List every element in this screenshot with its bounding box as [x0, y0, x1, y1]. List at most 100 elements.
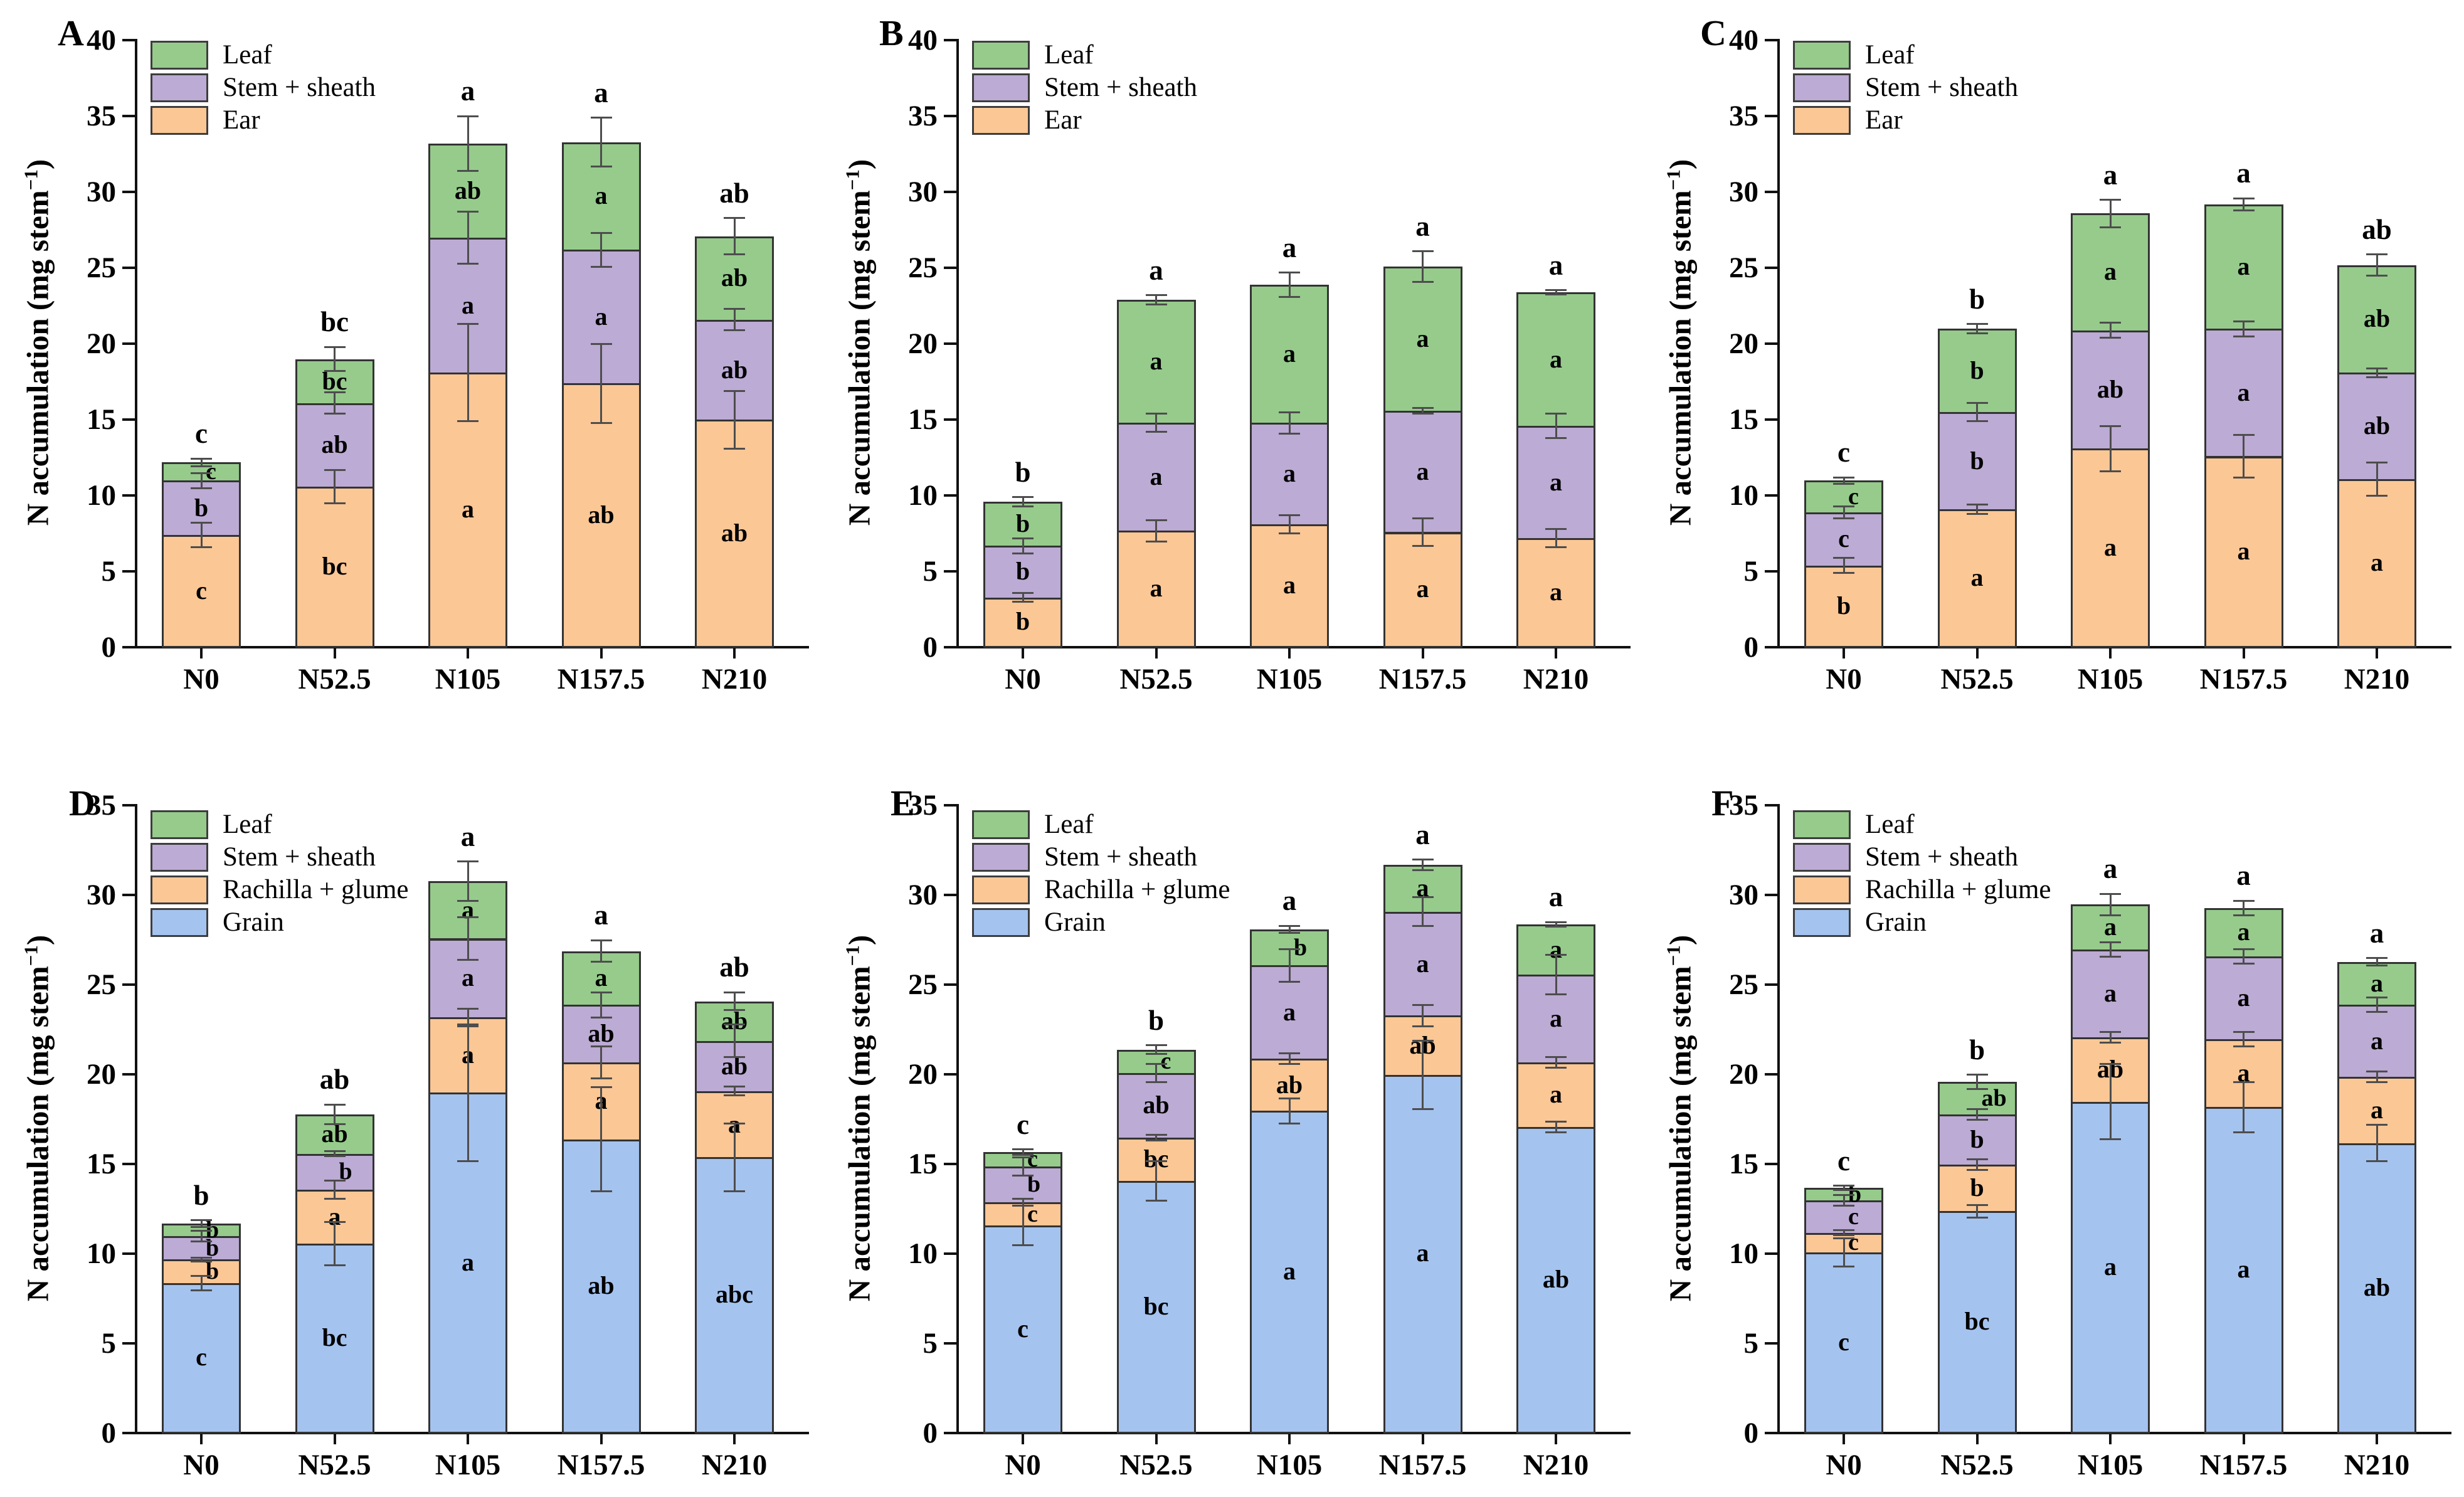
error-bar-cap [590, 961, 612, 963]
error-bar-line [200, 1257, 203, 1262]
error-bar-line [600, 1087, 602, 1192]
sig-letter-segment: a [1150, 347, 1163, 376]
sig-letter-segment: a [462, 1247, 474, 1276]
error-bar-cap [1833, 1185, 1854, 1187]
error-bar-cap [1412, 859, 1434, 861]
y-tick-label: 0 [1743, 631, 1759, 664]
legend-label-grain: Grain [1865, 907, 1927, 937]
error-bar-cap [724, 991, 745, 993]
y-tick-label: 25 [908, 968, 938, 1001]
error-bar-cap [2100, 955, 2121, 958]
error-bar-cap [324, 1264, 346, 1266]
sig-letter-segment: a [2371, 1026, 2383, 1055]
sig-letter-segment: a [2237, 1255, 2250, 1284]
error-bar-line [1976, 1159, 1978, 1170]
error-bar-line [2376, 368, 2378, 378]
bar-segment-grain [1250, 1111, 1329, 1434]
sig-letter-segment: ab [588, 1019, 615, 1048]
error-bar-cap [2100, 199, 2121, 201]
error-bar-cap [1412, 896, 1434, 899]
error-bar-cap [2366, 367, 2387, 369]
error-bar-cap [1545, 1120, 1567, 1123]
sig-letter-total: ab [719, 177, 749, 209]
error-bar-line [1288, 412, 1291, 434]
y-tick [944, 1073, 956, 1076]
legend-label-stem_sheath: Stem + sheath [1865, 842, 2018, 872]
error-bar-line [467, 1008, 469, 1027]
sig-letter-total: ab [2362, 213, 2392, 245]
error-bar-line [200, 1276, 203, 1291]
error-bar-cap [2233, 914, 2255, 916]
bar-segment-leaf [1383, 267, 1462, 413]
x-tick [1843, 648, 1845, 659]
error-bar-cap [1145, 1199, 1167, 1202]
error-bar-cap [2233, 476, 2255, 479]
y-tick [1765, 342, 1777, 345]
error-bar-cap [2100, 337, 2121, 339]
x-tick [1975, 648, 1979, 659]
sig-letter-segment: a [2104, 912, 2117, 941]
bar-segment-leaf [1116, 300, 1196, 425]
error-bar-cap [1412, 413, 1434, 415]
x-tick-label: N157.5 [557, 663, 645, 696]
y-axis-line [1777, 804, 1780, 1434]
error-bar-cap [2366, 1124, 2387, 1126]
y-tick [1765, 1252, 1777, 1255]
sig-letter-segment: b [206, 1217, 219, 1244]
error-bar-cap [1966, 504, 1988, 506]
error-bar-cap [1833, 1237, 1854, 1239]
error-bar-cap [324, 1103, 346, 1106]
bar-segment-rachilla_glume [1516, 1062, 1595, 1129]
y-tick-label: 15 [1729, 1148, 1758, 1180]
error-bar-cap [1966, 1168, 1988, 1171]
legend-label-leaf: Leaf [223, 40, 272, 70]
error-bar-line [1155, 295, 1157, 305]
x-tick-label: N105 [2077, 1449, 2144, 1481]
y-tick [1765, 191, 1777, 193]
x-tick-label: N105 [435, 663, 501, 696]
y-tick-label: 10 [87, 479, 116, 512]
x-tick [467, 648, 469, 659]
error-bar-line [1843, 506, 1845, 519]
sig-letter-segment: a [2371, 969, 2383, 997]
error-bar-line [1288, 926, 1291, 933]
error-bar-line [600, 344, 602, 423]
y-tick [944, 267, 956, 269]
error-bar-cap [1966, 323, 1988, 325]
error-bar-cap [324, 1180, 346, 1182]
error-bar-line [334, 1180, 336, 1199]
error-bar-cap [324, 1155, 346, 1158]
error-bar-line [733, 1086, 736, 1096]
y-tick [122, 342, 135, 345]
error-bar-cap [191, 1219, 212, 1222]
y-tick-label: 20 [1729, 1058, 1758, 1091]
y-tick-label: 10 [908, 1237, 938, 1270]
y-tick [1765, 115, 1777, 117]
error-bar-cap [1545, 528, 1567, 531]
error-bar-cap [1412, 1040, 1434, 1042]
y-tick-label: 35 [908, 100, 938, 132]
y-tick [122, 1342, 135, 1345]
y-tick [122, 646, 135, 648]
y-tick [122, 1252, 135, 1255]
error-bar-line [334, 470, 336, 504]
error-bar-line [2109, 1064, 2112, 1140]
y-tick-label: 20 [908, 1058, 938, 1091]
sig-letter-segment: a [1550, 344, 1562, 373]
sig-letter-total: b [1969, 283, 1985, 315]
bar-segment-leaf [1937, 329, 2017, 415]
error-bar-cap [457, 1007, 479, 1010]
x-tick [1155, 1434, 1158, 1444]
sig-letter-segment: a [1416, 457, 1429, 485]
y-tick [1765, 804, 1777, 807]
error-bar-cap [1966, 1118, 1988, 1121]
error-bar-cap [590, 232, 612, 235]
error-bar-line [1022, 497, 1024, 507]
error-bar-cap [1412, 869, 1434, 872]
y-tick-label: 5 [923, 555, 938, 588]
sig-letter-segment: bc [322, 1323, 347, 1352]
sig-letter-segment: a [2371, 1095, 2383, 1124]
y-axis-line [956, 39, 959, 648]
bar-segment-ear [2337, 479, 2416, 648]
sig-letter-segment: c [206, 458, 275, 485]
